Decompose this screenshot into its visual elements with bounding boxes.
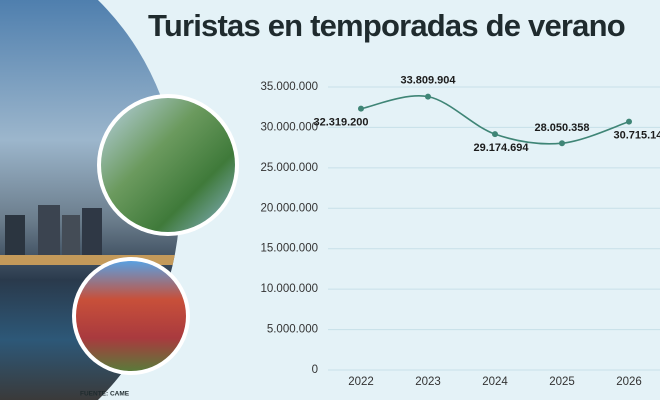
x-tick-label: 2024: [482, 376, 508, 388]
y-tick-label: 5.000.000: [267, 324, 318, 336]
chart-title: Turistas en temporadas de verano: [148, 8, 625, 43]
value-label: 28.050.358: [534, 122, 589, 134]
value-label: 29.174.694: [473, 142, 529, 154]
photo-lake: [101, 98, 235, 232]
x-tick-label: 2022: [348, 376, 374, 388]
y-tick-label: 10.000.000: [260, 283, 318, 295]
value-label: 32.319.200: [313, 117, 368, 129]
y-tick-label: 30.000.000: [260, 121, 318, 133]
y-tick-label: 0: [312, 364, 318, 376]
value-label: 30.715.143: [613, 130, 660, 142]
source: FUENTE: CAME: [80, 391, 130, 398]
data-point: [626, 118, 632, 125]
photo-hills: [76, 261, 186, 371]
x-tick-label: 2023: [415, 376, 441, 388]
y-tick-label: 15.000.000: [260, 243, 318, 255]
data-point: [492, 131, 498, 138]
y-tick-label: 35.000.000: [260, 81, 318, 93]
data-point: [358, 105, 364, 112]
y-tick-label: 25.000.000: [260, 162, 318, 174]
data-point: [425, 93, 431, 100]
value-label: 33.809.904: [400, 75, 456, 87]
y-tick-label: 20.000.000: [260, 202, 318, 214]
data-point: [559, 140, 565, 147]
x-tick-label: 2026: [616, 376, 642, 388]
x-tick-label: 2025: [549, 376, 575, 388]
